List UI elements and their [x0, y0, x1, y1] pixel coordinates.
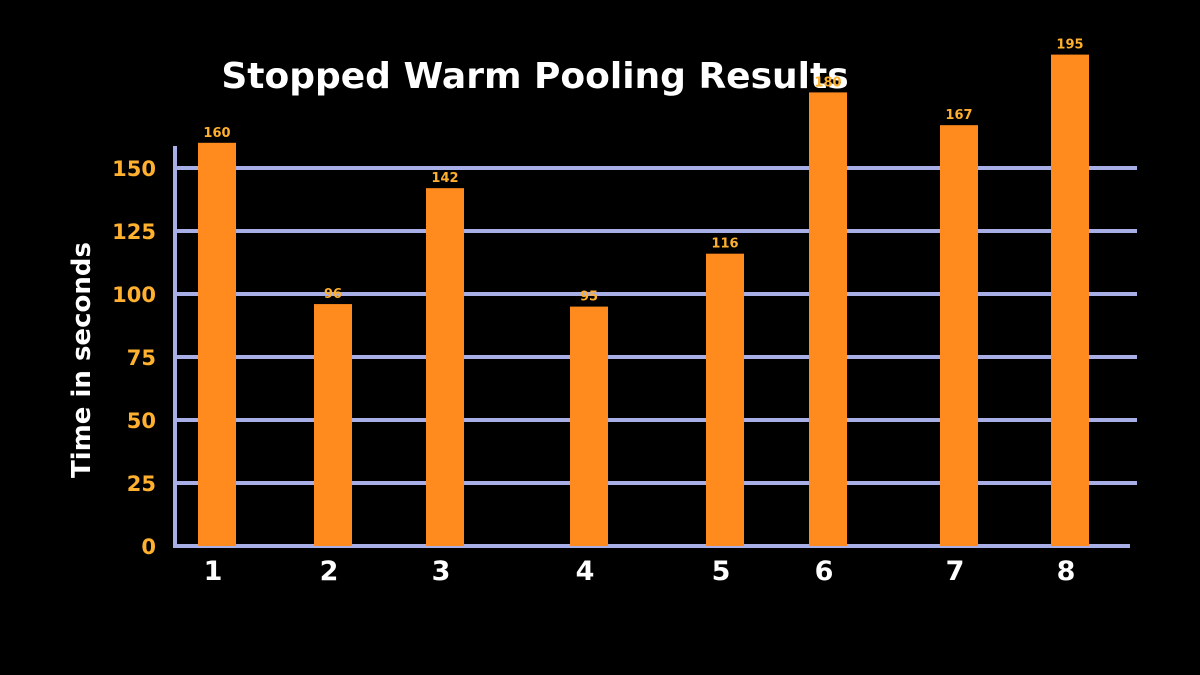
chart-title: Stopped Warm Pooling Results	[221, 56, 848, 97]
x-tick-label: 3	[432, 556, 451, 587]
bar-value-label: 195	[1056, 38, 1083, 53]
bar-value-label: 167	[945, 108, 972, 123]
bar-value-label: 116	[711, 237, 738, 252]
y-tick-labels: 0 25 50 75 100 125 150	[112, 157, 156, 559]
x-tick-label: 4	[576, 556, 595, 587]
y-tick-label: 150	[112, 157, 156, 181]
y-tick-label: 125	[112, 220, 156, 244]
bar	[198, 142, 236, 547]
bar-value-label: 180	[814, 75, 841, 90]
bar	[809, 92, 847, 547]
y-tick-label: 75	[127, 346, 156, 370]
y-tick-label: 0	[141, 535, 156, 559]
x-tick-label: 5	[712, 556, 731, 587]
value-labels: 160 96 142 95 116 180 167 195	[203, 38, 1083, 305]
x-tick-label: 6	[815, 556, 834, 587]
bars	[198, 54, 1089, 547]
bar	[1051, 54, 1089, 546]
x-tick-label: 7	[946, 556, 965, 587]
x-tick-label: 2	[320, 556, 339, 587]
bar-value-label: 95	[580, 290, 598, 305]
x-tick-labels: 1 2 3 4 5 6 7 8	[204, 556, 1076, 587]
y-tick-label: 100	[112, 283, 156, 307]
bar-value-label: 160	[203, 126, 230, 141]
bar	[940, 125, 978, 546]
bar	[314, 304, 352, 546]
bar-value-label: 96	[324, 287, 342, 302]
bar-value-label: 142	[431, 171, 458, 186]
x-tick-label: 1	[204, 556, 223, 587]
y-tick-label: 50	[127, 409, 156, 433]
y-tick-label: 25	[127, 472, 156, 496]
y-axis-label: Time in seconds	[67, 242, 97, 478]
bar	[570, 306, 608, 546]
bar	[706, 253, 744, 546]
bar	[426, 188, 464, 546]
x-tick-label: 8	[1057, 556, 1076, 587]
